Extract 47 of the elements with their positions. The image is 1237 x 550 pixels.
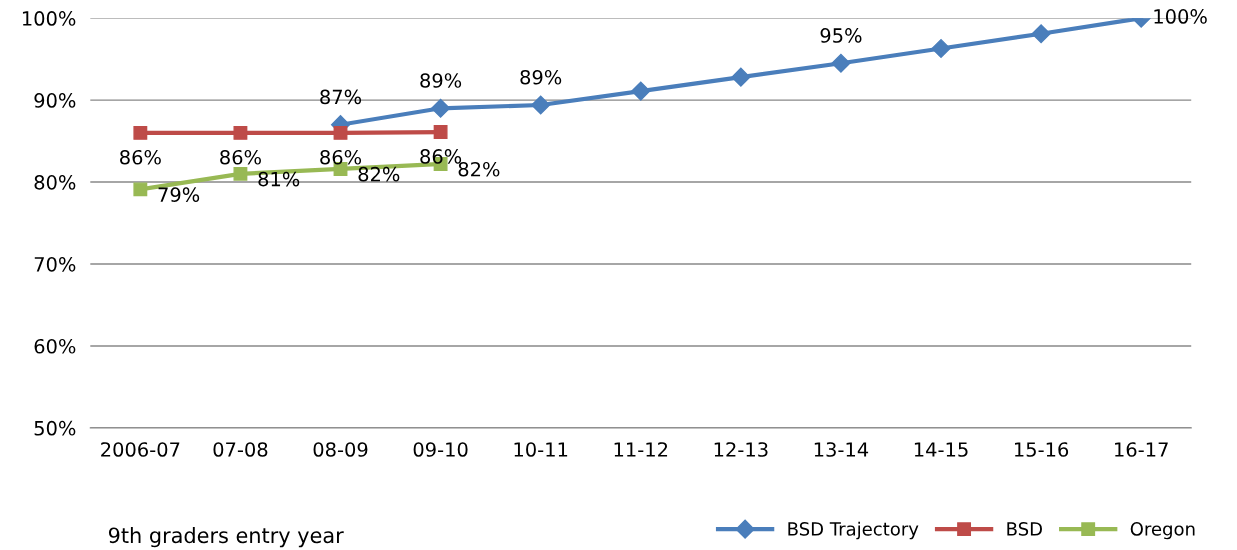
point [831, 53, 851, 73]
data-label: 95% [820, 28, 862, 43]
data-label: 81% [258, 171, 300, 187]
point [433, 125, 448, 140]
y-tick-label: 60% [34, 338, 76, 354]
data-label: 86% [320, 149, 362, 165]
data-label: 79% [158, 187, 200, 203]
x-tick-label: 2006-07 [101, 442, 180, 457]
data-label: 89% [420, 73, 462, 88]
y-tick-label: 70% [34, 256, 76, 272]
point [133, 182, 148, 197]
point [731, 67, 751, 87]
data-label: 100% [1154, 9, 1207, 24]
legend-label: BSD [1007, 522, 1042, 536]
x-tick-label: 08-09 [313, 442, 368, 457]
x-tick-label: 13-14 [814, 442, 869, 457]
data-label: 87% [320, 89, 362, 105]
point [233, 166, 248, 181]
data-label: 86% [120, 149, 161, 165]
point [531, 95, 551, 115]
x-axis-title: 9th graders entry year [108, 527, 344, 548]
data-label: 86% [220, 149, 261, 165]
x-tick-label: 16-17 [1115, 442, 1168, 457]
point [631, 81, 651, 101]
y-tick-label: 90% [34, 93, 76, 108]
legend-label: Oregon [1130, 522, 1195, 540]
y-tick-label: 100% [22, 11, 76, 26]
y-tick-label: 50% [34, 420, 76, 436]
point [233, 125, 248, 140]
point [431, 98, 451, 118]
point [1031, 24, 1051, 44]
data-label: 82% [358, 166, 400, 182]
point [333, 125, 348, 140]
y-tick-label: 80% [34, 175, 76, 190]
x-tick-label: 11-12 [614, 442, 668, 457]
x-tick-label: 15-16 [1014, 442, 1069, 457]
point [931, 38, 951, 59]
data-label: 89% [520, 69, 562, 85]
x-tick-label: 09-10 [413, 442, 468, 457]
point [133, 125, 148, 140]
data-label: 86% [420, 149, 462, 164]
x-tick-label: 14-15 [914, 442, 968, 457]
x-tick-label: 07-08 [213, 442, 268, 457]
x-tick-label: 12-13 [714, 442, 768, 457]
legend-label: BSD Trajectory [788, 521, 919, 540]
x-tick-label: 10-11 [514, 442, 568, 457]
data-label: 82% [458, 161, 500, 177]
